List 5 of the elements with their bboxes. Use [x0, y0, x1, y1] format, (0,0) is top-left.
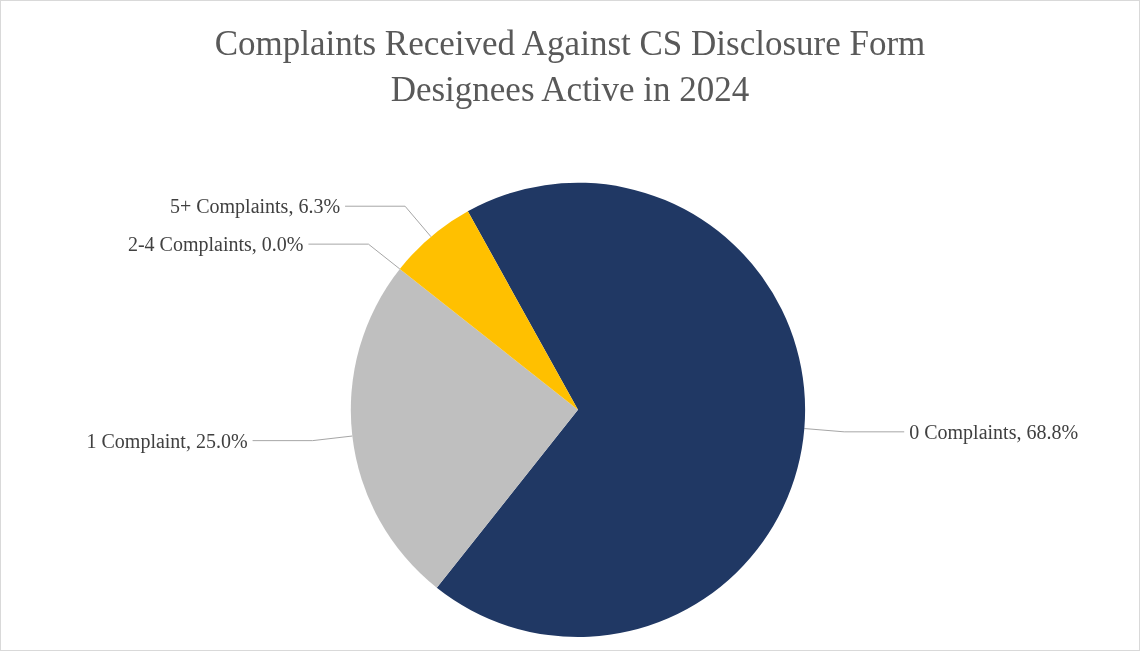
slice-label: 5+ Complaints, 6.3%	[169, 195, 341, 219]
legend-label: 2-4 Complaints, 0.0%	[127, 233, 304, 257]
slice-label: 1 Complaint, 25.0%	[86, 429, 248, 453]
slice-label: 0 Complaints, 68.8%	[909, 420, 1079, 444]
chart-title: Complaints Received Against CS Disclosure Form Designees Active in 2024	[214, 23, 926, 109]
